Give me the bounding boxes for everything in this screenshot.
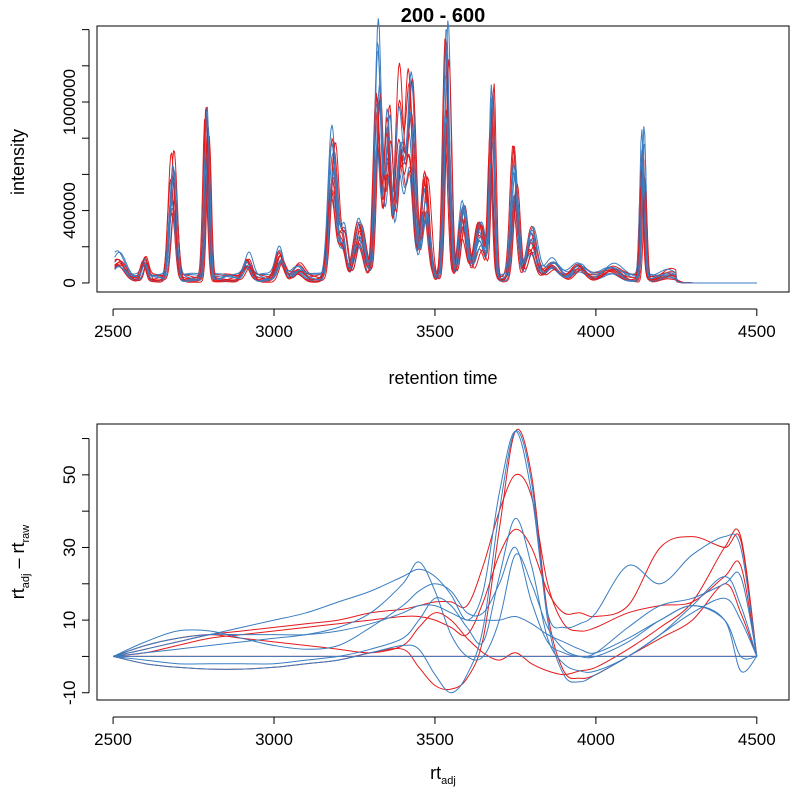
rt-adjustment-y-tick-label: 30	[60, 538, 79, 557]
intensity-x-tick-label: 3000	[255, 322, 293, 341]
intensity-series-line	[114, 18, 757, 284]
x-label-main: rt	[430, 763, 441, 783]
rt-adjustment-series-group	[112, 428, 758, 694]
y-label-raw: raw	[20, 525, 32, 543]
intensity-y-tick-label: 1000000	[60, 69, 79, 135]
intensity-y-tick-label: 400000	[60, 182, 79, 239]
rt-adjustment-x-tick-label: 4500	[738, 730, 776, 749]
plot-box-intensity	[96, 25, 790, 293]
rt-adjustment-series-line	[112, 430, 758, 657]
y-axis-rt-adjustment: -10 10 30 50	[60, 438, 90, 705]
x-axis-label-rt-adjustment: rtadj	[430, 763, 456, 787]
rt-adjustment-series-line	[113, 517, 758, 673]
intensity-series-line	[114, 59, 757, 284]
x-axis-intensity: 2500 3000 3500 4000 4500	[94, 308, 776, 341]
y-axis-intensity: 0 400000 1000000	[60, 29, 90, 288]
rt-adjustment-x-tick-label: 3000	[255, 730, 293, 749]
intensity-series-line	[114, 38, 757, 284]
rt-adjustment-series-line	[112, 428, 758, 691]
intensity-y-tick-label: 0	[60, 278, 79, 287]
y-axis-label-rt-adjustment: rtadj – rtraw	[8, 525, 32, 599]
rt-adjustment-series-line	[112, 604, 758, 673]
y-label-rt1: rt	[8, 588, 28, 599]
x-axis-rt-adjustment: 2500 3000 3500 4000 4500	[94, 716, 776, 749]
y-label-minus-rt: – rt	[8, 543, 28, 574]
rt-adjustment-series-line	[112, 473, 758, 657]
rt-adjustment-series-line	[112, 546, 758, 658]
rt-adjustment-series-line	[113, 553, 757, 661]
rt-adjustment-series-line	[113, 528, 758, 657]
rt-adjustment-x-tick-label: 4000	[577, 730, 615, 749]
rt-adjustment-x-tick-label: 2500	[94, 730, 132, 749]
intensity-series-group	[114, 18, 757, 284]
x-axis-label-intensity: retention time	[388, 368, 497, 388]
rt-adjustment-y-tick-label: -10	[60, 680, 79, 705]
rt-adjustment-series-line	[112, 528, 758, 676]
rt-adjustment-x-tick-label: 3500	[416, 730, 454, 749]
rt-adjustment-y-tick-label: 10	[60, 611, 79, 630]
intensity-x-tick-label: 4500	[738, 322, 776, 341]
intensity-x-tick-label: 3500	[416, 322, 454, 341]
y-label-adj: adj	[20, 574, 32, 589]
intensity-chart: 200 - 600 2500 3000 3500 4000 4500 0 400000 10…	[8, 5, 790, 388]
intensity-x-tick-label: 4000	[577, 322, 615, 341]
chart-title: 200 - 600	[401, 5, 486, 27]
x-label-subscript: adj	[441, 775, 456, 787]
plot-box-rt-adjustment	[96, 423, 790, 701]
rt-adjustment-series-line	[112, 430, 758, 694]
rt-adjustment-y-tick-label: 50	[60, 465, 79, 484]
y-axis-label-intensity: intensity	[8, 129, 28, 195]
intensity-x-tick-label: 2500	[94, 322, 132, 341]
